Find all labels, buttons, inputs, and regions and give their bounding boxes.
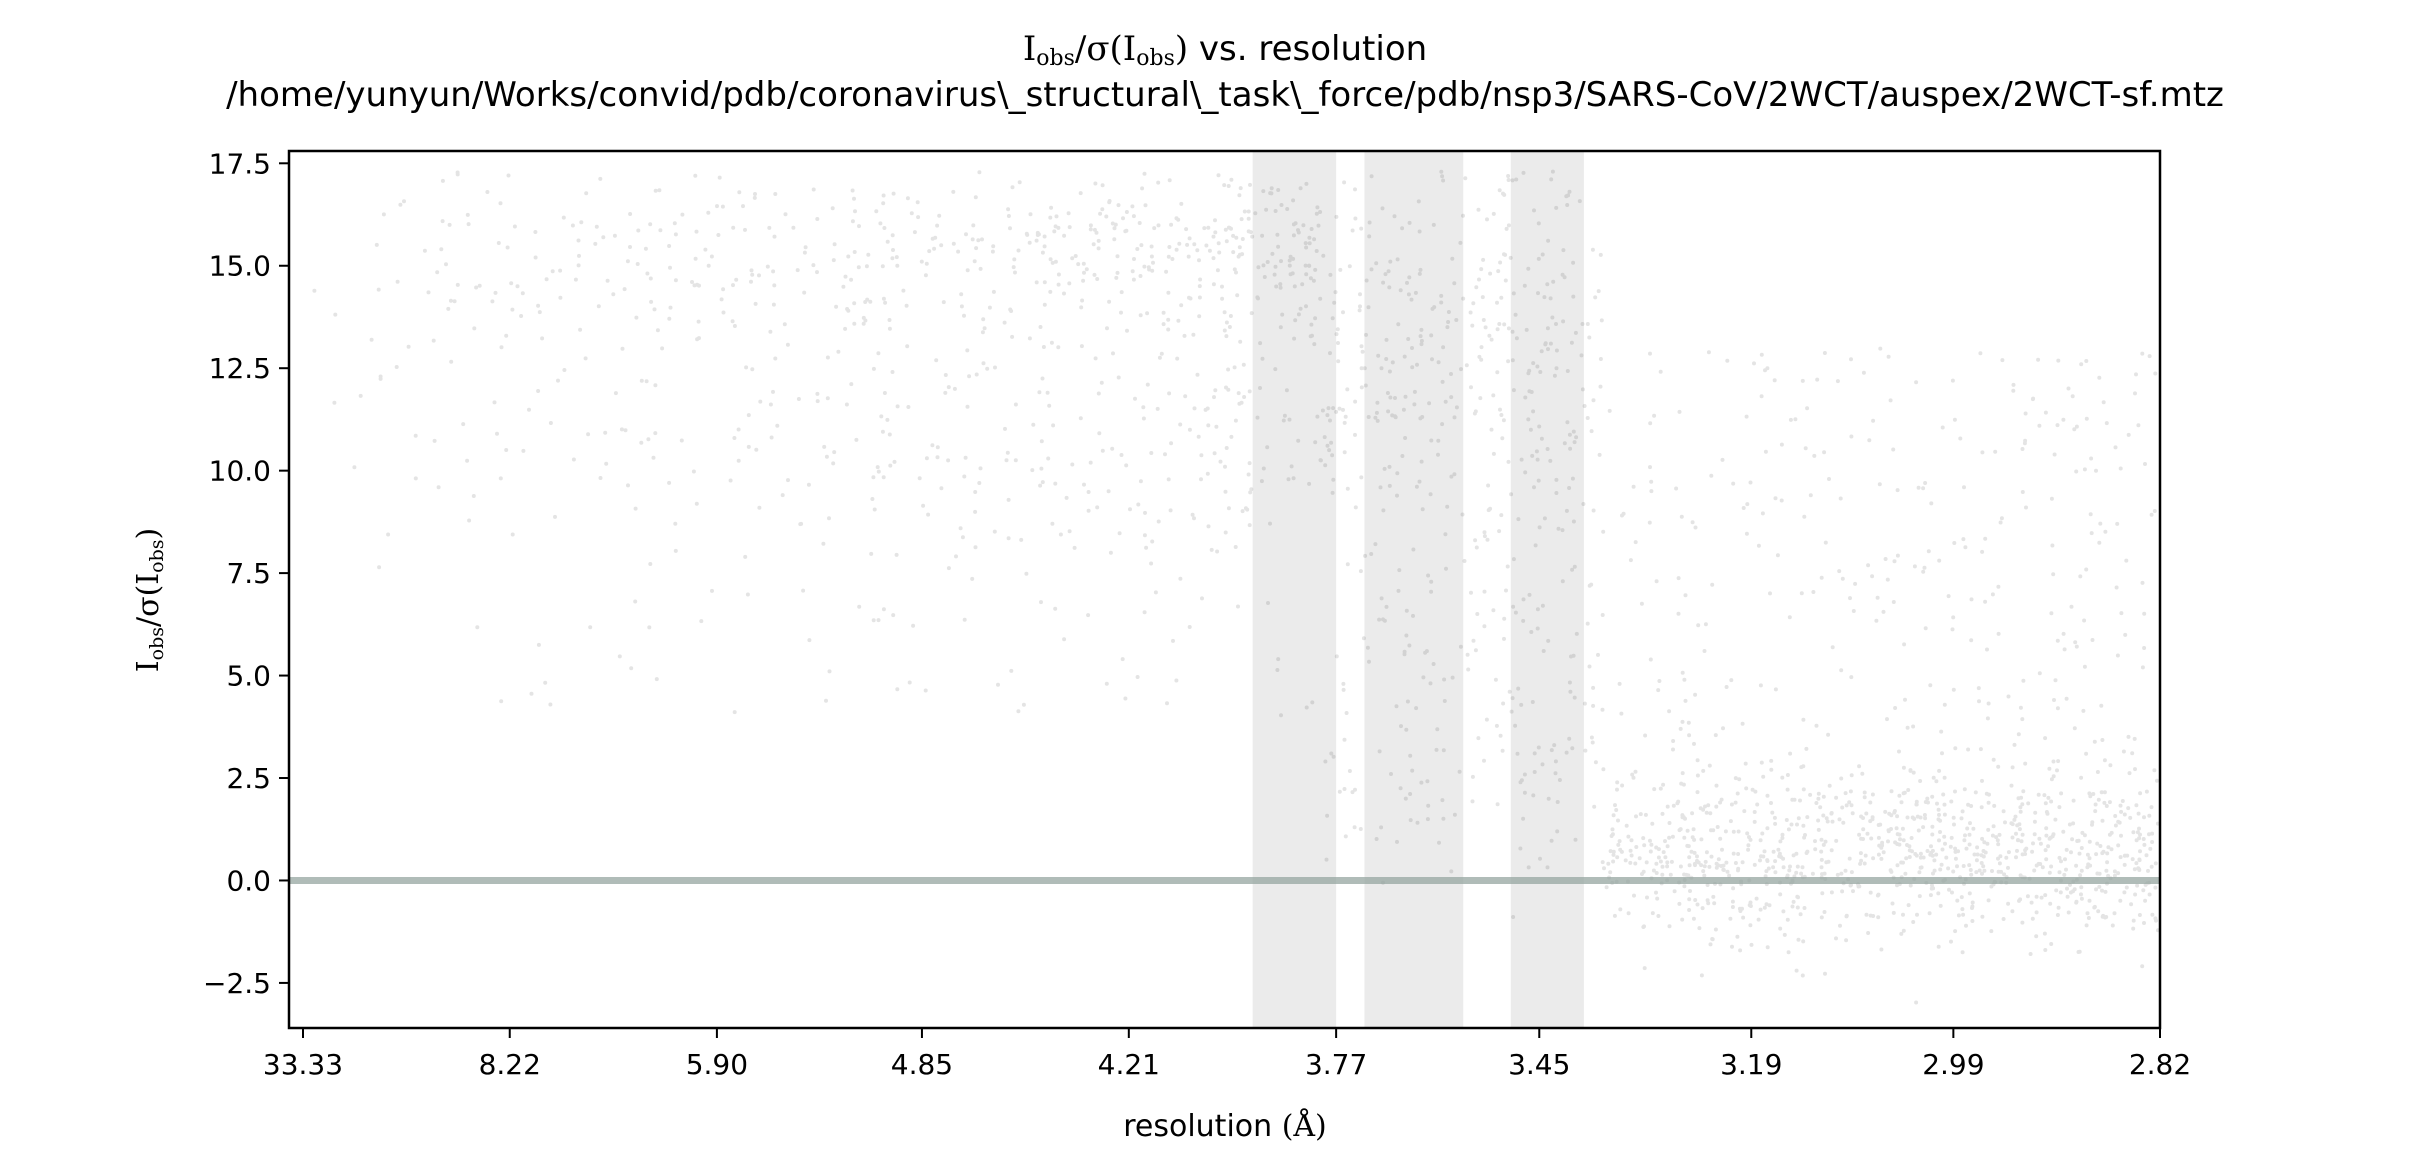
- x-tick-label: 8.22: [479, 1048, 541, 1081]
- shaded-band-0: [1252, 151, 1337, 1028]
- x-tick-label: 3.77: [1305, 1048, 1367, 1081]
- x-tick-label: 4.85: [891, 1048, 953, 1081]
- y-tick-label: 15.0: [209, 250, 271, 283]
- y-tick-label: 10.0: [209, 455, 271, 488]
- y-tick-label: 17.5: [209, 147, 271, 180]
- y-tick-label: 12.5: [209, 352, 271, 385]
- shaded-bands: [1252, 151, 1584, 1028]
- y-tick-label: 7.5: [226, 557, 271, 590]
- axes-frame: [287, 149, 2162, 1030]
- y-tick-label: 2.5: [226, 762, 271, 795]
- y-tick-label: −2.5: [203, 967, 271, 1000]
- x-tick-label: 2.82: [2129, 1048, 2191, 1081]
- x-tick-label: 3.19: [1720, 1048, 1782, 1081]
- x-axis-label: resolution (Å): [1123, 1108, 1327, 1144]
- chart-title: Iobs/σ(Iobs) vs. resolution: [1023, 29, 1427, 71]
- x-tick-label: 3.45: [1508, 1048, 1570, 1081]
- x-tick-label: 33.33: [263, 1048, 343, 1081]
- x-tick-label: 4.21: [1098, 1048, 1160, 1081]
- x-tick-label: 5.90: [686, 1048, 748, 1081]
- scatter-points: [312, 169, 2160, 1005]
- y-axis-ticks: −2.5 0.0 2.5 5.0 7.5 10.0 12.5 15.0 17.5: [203, 147, 289, 1000]
- chart-subtitle: /home/yunyun/Works/convid/pdb/coronaviru…: [226, 75, 2224, 115]
- y-axis-label: Iobs/σ(Iobs): [131, 528, 168, 672]
- shaded-band-1: [1364, 151, 1464, 1028]
- x-axis-ticks: 33.33 8.22 5.90 4.85 4.21 3.77 3.45 3.19 2.99 2.8…: [263, 1028, 2191, 1081]
- x-tick-label: 2.99: [1922, 1048, 1984, 1081]
- y-tick-label: 5.0: [226, 660, 271, 693]
- y-tick-label: 0.0: [226, 864, 271, 897]
- scatter-point-cloud: [312, 169, 2160, 1005]
